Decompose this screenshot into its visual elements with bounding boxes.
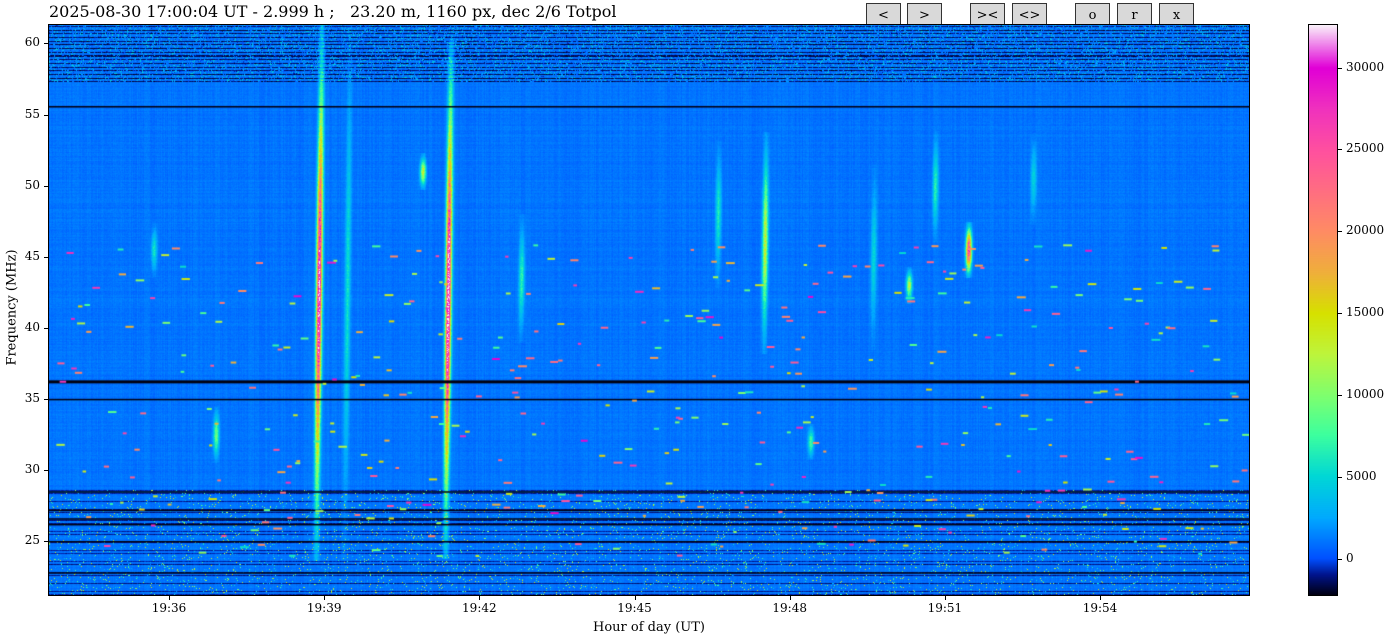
y-tick-label: 55 bbox=[24, 106, 40, 121]
colorbar-tick-label: 5000 bbox=[1346, 469, 1377, 484]
x-tick-mark bbox=[324, 595, 326, 600]
colorbar-tick-mark bbox=[1337, 67, 1342, 69]
x-tick-label: 19:54 bbox=[1082, 601, 1118, 615]
y-tick-label: 25 bbox=[24, 532, 40, 547]
y-tick-mark bbox=[44, 540, 49, 542]
colorbar-tick-label: 30000 bbox=[1346, 59, 1385, 74]
colorbar-tick-mark bbox=[1337, 231, 1342, 233]
y-tick-label: 60 bbox=[24, 35, 40, 50]
y-tick-mark bbox=[44, 327, 49, 329]
x-tick-mark bbox=[634, 595, 636, 600]
x-axis-label: Hour of day (UT) bbox=[593, 620, 705, 635]
x-tick-label: 19:36 bbox=[151, 601, 187, 615]
y-tick-mark bbox=[44, 114, 49, 116]
x-tick-label: 19:51 bbox=[927, 601, 963, 615]
colorbar-tick-mark bbox=[1337, 313, 1342, 315]
zoom-in-button[interactable]: >< bbox=[970, 3, 1005, 27]
colorbar-tick-mark bbox=[1337, 395, 1342, 397]
colorbar-tick-mark bbox=[1337, 149, 1342, 151]
spectrogram-heatmap[interactable] bbox=[48, 24, 1250, 596]
y-tick-label: 40 bbox=[24, 319, 40, 334]
x-tick-mark bbox=[789, 595, 791, 600]
colorbar-tick-label: 20000 bbox=[1346, 223, 1385, 238]
x-tick-label: 19:48 bbox=[772, 601, 807, 615]
plot-title: 2025-08-30 17:00:04 UT - 2.999 h ; 23.20… bbox=[49, 2, 617, 21]
o-button[interactable]: o bbox=[1075, 3, 1110, 27]
y-tick-mark bbox=[44, 256, 49, 258]
x-tick-label: 19:45 bbox=[617, 601, 652, 615]
y-tick-label: 45 bbox=[24, 248, 40, 263]
colorbar-tick-label: 25000 bbox=[1346, 141, 1385, 156]
colorbar-tick-label: 15000 bbox=[1346, 305, 1385, 320]
r-button[interactable]: r bbox=[1117, 3, 1152, 27]
colorbar-tick-mark bbox=[1337, 477, 1342, 479]
y-tick-mark bbox=[44, 398, 49, 400]
x-tick-label: 19:39 bbox=[306, 601, 342, 615]
y-tick-label: 50 bbox=[24, 177, 40, 192]
zoom-out-button[interactable]: <> bbox=[1012, 3, 1047, 27]
y-tick-label: 35 bbox=[24, 390, 40, 405]
colorbar bbox=[1308, 24, 1338, 596]
x-tick-mark bbox=[479, 595, 481, 600]
prev-button[interactable]: < bbox=[866, 3, 901, 27]
y-tick-mark bbox=[44, 43, 49, 45]
x-tick-mark bbox=[169, 595, 170, 600]
y-tick-mark bbox=[44, 185, 49, 187]
y-tick-mark bbox=[44, 469, 49, 471]
x-tick-label: 19:42 bbox=[462, 601, 497, 615]
x-tick-mark bbox=[1100, 595, 1102, 600]
x-button[interactable]: x bbox=[1159, 3, 1194, 27]
colorbar-tick-mark bbox=[1337, 558, 1342, 560]
colorbar-tick-label: 10000 bbox=[1346, 387, 1385, 402]
y-tick-label: 30 bbox=[24, 461, 40, 476]
x-tick-mark bbox=[944, 595, 946, 600]
y-axis-label: Frequency (MHz) bbox=[4, 249, 20, 366]
colorbar-tick-label: 0 bbox=[1346, 550, 1354, 565]
